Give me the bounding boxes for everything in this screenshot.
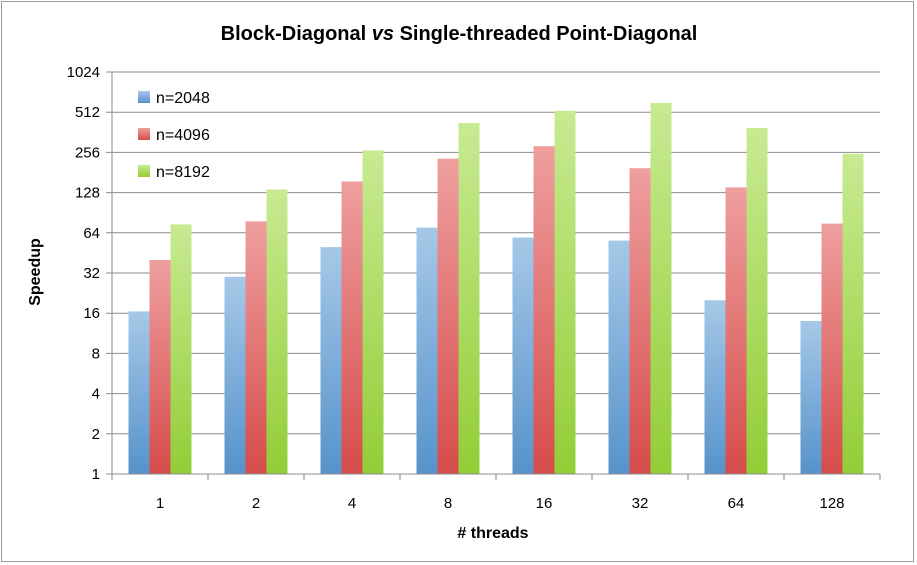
bar-n=8192-16 [554,110,576,474]
bar-n=2048-2 [224,276,246,474]
bar-n=2048-16 [512,237,534,474]
bar-n=4096-32 [629,168,651,475]
bar-n=4096-1 [149,260,171,474]
bar-n=8192-2 [266,189,288,474]
bar-n=8192-32 [650,103,672,474]
axes [111,72,881,480]
y-tick-label: 2 [92,426,100,443]
y-tick-label: 4 [92,386,100,403]
x-tick-label: 16 [536,495,553,512]
x-tick-label: 1 [156,495,164,512]
x-tick-label: 64 [728,495,745,512]
bar-n=8192-8 [458,123,480,474]
bar-n=8192-128 [842,153,864,475]
y-tick-label: 256 [75,144,100,161]
bar-n=4096-8 [437,158,459,474]
bar-n=8192-64 [746,127,768,474]
y-tick-labels: 1 2 4 8 16 32 64 128 256 512 1024 [67,64,100,483]
bar-n=2048-1 [128,311,150,474]
bar-n=4096-4 [341,181,363,474]
bar-n=2048-32 [608,240,630,474]
legend-label: n=2048 [156,90,210,107]
y-tick-label: 1 [92,466,100,483]
bar-n=2048-128 [800,320,822,474]
x-tick-label: 8 [444,495,452,512]
bar-n=2048-64 [704,300,726,474]
legend-swatch [138,91,150,103]
chart-title: Block-Diagonal vs Single-threaded Point-… [221,23,698,45]
y-tick-label: 512 [75,104,100,121]
y-tick-label: 1024 [67,64,100,81]
bars [128,103,864,475]
y-tick-label: 8 [92,345,100,362]
legend-label: n=4096 [156,127,210,144]
legend-swatch [138,128,150,140]
x-tick-label: 128 [819,495,844,512]
bar-n=4096-2 [245,221,267,474]
y-tick-label: 128 [75,185,100,202]
legend: n=2048 n=4096 n=8192 [138,90,210,181]
x-tick-label: 4 [348,495,356,512]
bar-n=8192-1 [170,224,192,474]
x-tick-label: 2 [252,495,260,512]
bar-n=8192-4 [362,150,384,474]
legend-swatch [138,165,150,177]
bar-n=2048-8 [416,227,438,474]
x-tick-label: 32 [632,495,649,512]
legend-label: n=8192 [156,164,210,181]
x-tick-labels: 1 2 4 8 16 32 64 128 [156,495,845,512]
y-tick-label: 32 [83,265,100,282]
x-axis-label: # threads [457,525,528,542]
bar-n=2048-4 [320,247,342,474]
bar-n=4096-64 [725,187,747,474]
bar-n=4096-128 [821,223,843,474]
y-axis-label: Speedup [27,238,44,306]
y-tick-label: 16 [83,305,100,322]
bar-n=4096-16 [533,146,555,474]
y-tick-label: 64 [83,225,100,242]
